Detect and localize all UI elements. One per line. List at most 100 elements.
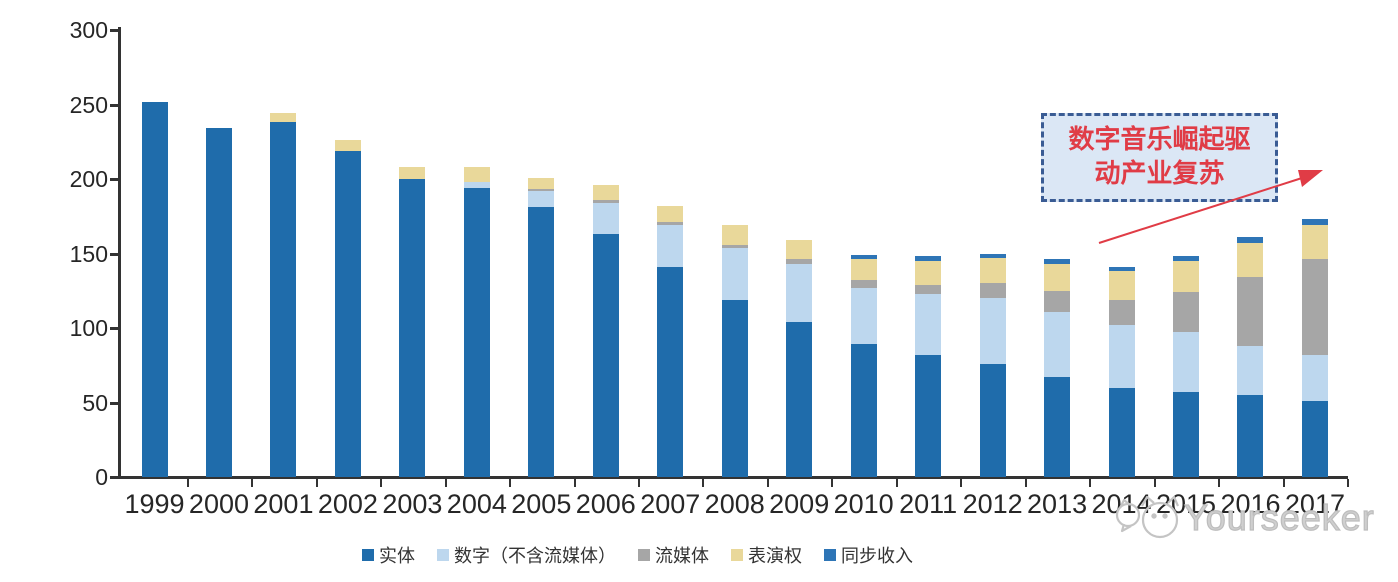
bar-segment-2011-series2 bbox=[915, 284, 942, 294]
bar-segment-2005-series1 bbox=[528, 190, 555, 208]
y-axis-tick-label: 300 bbox=[69, 17, 108, 43]
x-axis-tick bbox=[1347, 479, 1350, 487]
bar-segment-2014-series0 bbox=[1108, 387, 1135, 477]
bar-segment-2016-series1 bbox=[1237, 345, 1264, 396]
bar-segment-2006-series1 bbox=[592, 202, 619, 235]
x-axis-label: 2003 bbox=[382, 489, 443, 519]
bar-segment-2012-series3 bbox=[979, 257, 1006, 284]
x-axis-label: 2000 bbox=[188, 489, 249, 519]
bar-segment-2014-series4 bbox=[1108, 266, 1135, 272]
bar-segment-2014-series1 bbox=[1108, 325, 1135, 388]
bar-segment-2012-series0 bbox=[979, 363, 1006, 477]
bar-segment-2004-series3 bbox=[463, 167, 490, 182]
bar-segment-2000-series0 bbox=[205, 128, 232, 477]
bar-segment-2015-series3 bbox=[1173, 260, 1200, 293]
bar-segment-2007-series0 bbox=[657, 266, 684, 477]
bar-segment-2003-series3 bbox=[399, 167, 426, 179]
y-axis-tick-label: 0 bbox=[95, 464, 108, 490]
bar-segment-2002-series3 bbox=[334, 140, 361, 151]
bar-segment-2012-series2 bbox=[979, 283, 1006, 299]
y-axis-tick bbox=[110, 476, 119, 479]
y-axis-tick bbox=[110, 178, 119, 181]
y-axis-line bbox=[118, 27, 121, 477]
legend-label: 流媒体 bbox=[655, 546, 709, 566]
bar-segment-2014-series3 bbox=[1108, 271, 1135, 300]
annotation-callout: 数字音乐崛起驱 动产业复苏 bbox=[1041, 113, 1278, 202]
bar-segment-2017-series2 bbox=[1301, 259, 1328, 355]
bar-segment-2010-series4 bbox=[850, 254, 877, 260]
bar-segment-2013-series0 bbox=[1044, 377, 1071, 477]
x-axis-label: 2012 bbox=[962, 489, 1023, 519]
legend-swatch-icon bbox=[437, 549, 449, 561]
x-axis-label: 2010 bbox=[833, 489, 894, 519]
bar-segment-2010-series2 bbox=[850, 280, 877, 288]
bar-segment-2008-series3 bbox=[721, 225, 748, 245]
x-axis-tick bbox=[380, 479, 383, 487]
bar-segment-2010-series3 bbox=[850, 259, 877, 281]
x-axis-tick bbox=[186, 479, 189, 487]
bar-segment-2013-series4 bbox=[1044, 259, 1071, 264]
bar-segment-2017-series0 bbox=[1301, 401, 1328, 477]
bar-segment-2011-series1 bbox=[915, 293, 942, 355]
legend-label: 实体 bbox=[379, 546, 415, 566]
x-axis-label: 2013 bbox=[1027, 489, 1088, 519]
x-axis-tick bbox=[895, 479, 898, 487]
x-axis-tick bbox=[831, 479, 834, 487]
x-axis-label: 2001 bbox=[253, 489, 314, 519]
legend-item-3: 表演权 bbox=[731, 542, 802, 568]
y-axis-tick-label: 200 bbox=[69, 166, 108, 192]
bar-segment-2015-series0 bbox=[1173, 392, 1200, 477]
x-axis-tick bbox=[573, 479, 576, 487]
bar-segment-2001-series3 bbox=[270, 113, 297, 123]
x-axis-tick bbox=[1153, 479, 1156, 487]
x-axis-tick bbox=[509, 479, 512, 487]
x-axis-tick bbox=[766, 479, 769, 487]
watermark-text: Yourseeker bbox=[1183, 496, 1375, 538]
bar-segment-1999-series0 bbox=[141, 101, 168, 477]
y-axis-tick-label: 50 bbox=[82, 389, 108, 416]
x-axis-tick bbox=[1218, 479, 1221, 487]
bar-segment-2009-series1 bbox=[786, 263, 813, 323]
y-axis-tick bbox=[110, 29, 119, 32]
x-axis-label: 2016 bbox=[1220, 489, 1281, 519]
legend-swatch-icon bbox=[824, 549, 836, 561]
bar-segment-2013-series2 bbox=[1044, 290, 1071, 312]
bar-segment-2007-series2 bbox=[657, 222, 684, 226]
x-axis-line bbox=[118, 476, 1348, 479]
bar-segment-2008-series1 bbox=[721, 247, 748, 300]
bar-segment-2008-series2 bbox=[721, 244, 748, 248]
x-axis-tick bbox=[251, 479, 254, 487]
bar-segment-2004-series1 bbox=[463, 181, 490, 188]
bar-segment-2015-series4 bbox=[1173, 256, 1200, 261]
bar-segment-2010-series1 bbox=[850, 287, 877, 345]
x-axis-label: 2004 bbox=[446, 489, 507, 519]
bar-segment-2009-series3 bbox=[786, 240, 813, 260]
legend-swatch-icon bbox=[362, 549, 374, 561]
y-axis-tick-label: 100 bbox=[69, 315, 108, 341]
legend-item-0: 实体 bbox=[362, 542, 415, 568]
x-axis-tick bbox=[702, 479, 705, 487]
bar-segment-2005-series2 bbox=[528, 189, 555, 191]
bar-segment-2017-series3 bbox=[1301, 225, 1328, 260]
legend-swatch-icon bbox=[638, 549, 650, 561]
bar-segment-2014-series2 bbox=[1108, 299, 1135, 326]
bar-segment-2009-series0 bbox=[786, 322, 813, 477]
bar-segment-2010-series0 bbox=[850, 344, 877, 477]
bar-segment-2012-series1 bbox=[979, 298, 1006, 364]
legend-label: 数字（不含流媒体） bbox=[454, 546, 616, 566]
x-axis-tick bbox=[637, 479, 640, 487]
bar-segment-2005-series3 bbox=[528, 177, 555, 190]
bar-segment-2016-series4 bbox=[1237, 237, 1264, 244]
legend-item-2: 流媒体 bbox=[638, 542, 709, 568]
bar-segment-2017-series4 bbox=[1301, 219, 1328, 226]
annotation-line1: 数字音乐崛起驱 bbox=[1068, 124, 1251, 154]
x-axis-tick bbox=[1282, 479, 1285, 487]
bar-segment-2007-series1 bbox=[657, 225, 684, 267]
x-axis-tick bbox=[1024, 479, 1027, 487]
y-axis-tick-label: 250 bbox=[69, 91, 108, 118]
x-axis-label: 2006 bbox=[575, 489, 636, 519]
legend: 实体 数字（不含流媒体） 流媒体 表演权 同步收入 bbox=[362, 542, 913, 568]
x-axis-label: 2008 bbox=[704, 489, 765, 519]
legend-swatch-icon bbox=[731, 549, 743, 561]
